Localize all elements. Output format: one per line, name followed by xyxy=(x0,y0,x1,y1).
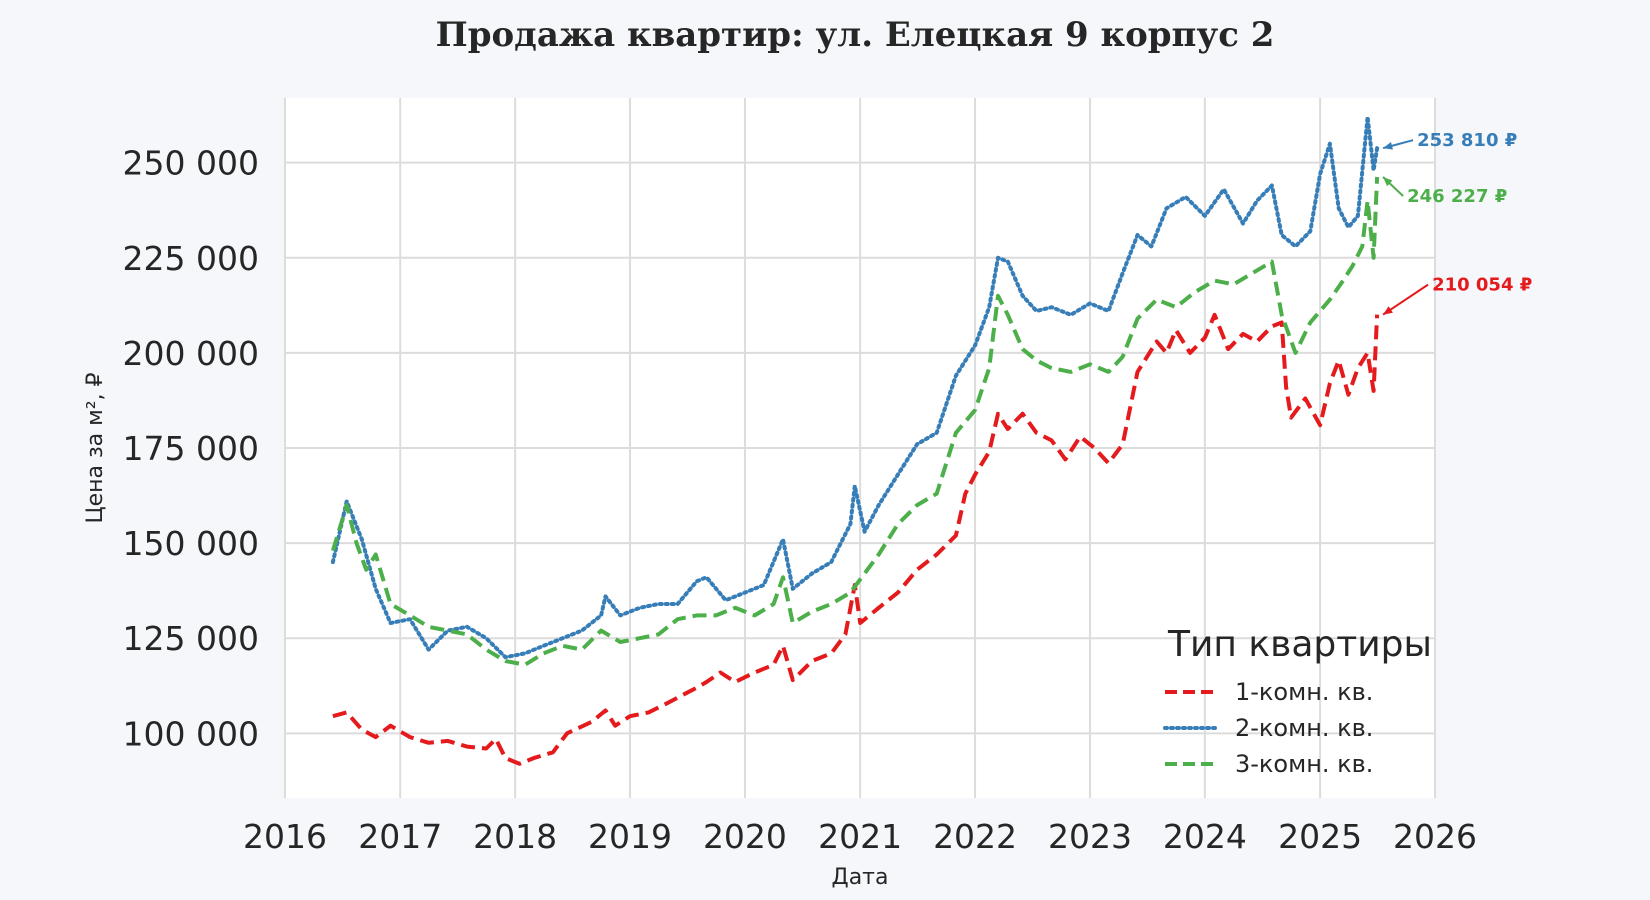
y-tick-label: 250 000 xyxy=(123,144,259,183)
x-tick-label: 2020 xyxy=(703,817,787,856)
x-tick-label: 2018 xyxy=(473,817,557,856)
legend-title: Тип квартиры xyxy=(1167,624,1432,665)
x-tick-label: 2026 xyxy=(1393,817,1477,856)
end-arrowhead-2 xyxy=(1383,142,1393,150)
y-axis-label: Цена за м², ₽ xyxy=(83,372,108,523)
y-tick-label: 100 000 xyxy=(123,714,259,753)
legend-label-3: 3-комн. кв. xyxy=(1235,750,1373,778)
end-arrowhead-1 xyxy=(1383,306,1393,315)
series-line-1 xyxy=(332,312,1380,766)
legend-items: 1-комн. кв. 2-комн. кв. 3-комн. кв. xyxy=(1163,678,1373,778)
x-tick-label: 2019 xyxy=(588,817,672,856)
x-tick-label: 2025 xyxy=(1278,817,1362,856)
legend-label-1: 1-комн. кв. xyxy=(1235,678,1373,706)
end-value-annotations: 210 054 ₽ 253 810 ₽ 246 227 ₽ xyxy=(1382,130,1532,316)
y-tick-label: 175 000 xyxy=(123,429,259,468)
axis-ticks: 2016 2017 2018 2019 2020 2021 2022 2023 2024 2025… xyxy=(123,144,1477,856)
x-tick-label: 2017 xyxy=(358,817,442,856)
end-value-label-2: 253 810 ₽ xyxy=(1417,130,1517,151)
x-axis-label: Дата xyxy=(832,865,889,890)
end-value-label-3: 246 227 ₽ xyxy=(1407,186,1507,207)
series-line-2 xyxy=(330,115,1380,660)
series-lines xyxy=(330,115,1380,766)
y-tick-label: 225 000 xyxy=(123,239,259,278)
chart-title: Продажа квартир: ул. Елецкая 9 корпус 2 xyxy=(436,15,1275,55)
end-value-label-1: 210 054 ₽ xyxy=(1432,275,1532,296)
x-tick-label: 2021 xyxy=(818,817,902,856)
legend: Тип квартиры 1-комн. кв. 2-комн. кв. 3-ком… xyxy=(1163,624,1432,778)
series-line-3 xyxy=(330,176,1380,667)
y-tick-label: 150 000 xyxy=(123,524,259,563)
x-tick-label: 2023 xyxy=(1048,817,1132,856)
y-tick-label: 125 000 xyxy=(123,619,259,658)
legend-label-2: 2-комн. кв. xyxy=(1235,714,1373,742)
y-tick-label: 200 000 xyxy=(123,334,259,373)
x-tick-label: 2022 xyxy=(933,817,1017,856)
x-tick-label: 2016 xyxy=(243,817,327,856)
x-tick-label: 2024 xyxy=(1163,817,1247,856)
end-arrowhead-3 xyxy=(1383,177,1393,187)
